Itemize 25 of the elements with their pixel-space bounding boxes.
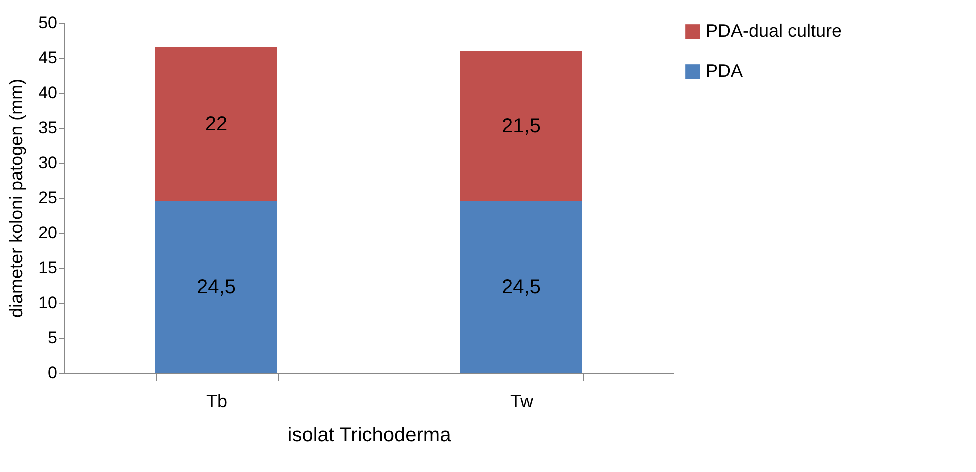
y-tick-label: 15	[38, 258, 58, 278]
bar	[460, 202, 582, 373]
data-label: 24,5	[502, 276, 541, 298]
legend-label: PDA	[706, 61, 744, 81]
y-tick-label: 45	[38, 48, 58, 68]
y-tick-label: 0	[48, 364, 58, 382]
y-tick-label: 40	[38, 84, 58, 102]
y-tick-label: 50	[38, 14, 58, 32]
data-label: 22	[205, 114, 228, 136]
y-tick-label: 5	[48, 328, 58, 348]
legend-label: PDA-dual culture	[706, 21, 842, 41]
y-tick-label: 30	[38, 154, 58, 172]
y-tick-label: 25	[38, 188, 58, 208]
x-tick-label: Tb	[206, 392, 228, 412]
bar	[156, 202, 278, 373]
bar	[156, 48, 278, 202]
y-tick-label: 10	[38, 294, 58, 312]
y-tick-label: 35	[38, 118, 58, 138]
y-tick-label: 20	[38, 224, 58, 242]
data-label: 21,5	[502, 115, 541, 138]
y-axis-title: diameter koloni patogen (mm)	[6, 78, 27, 318]
bar	[460, 51, 582, 202]
x-tick-label: Tw	[510, 392, 534, 412]
x-axis-title: isolat Trichoderma	[288, 424, 452, 446]
data-label: 24,5	[197, 276, 236, 298]
